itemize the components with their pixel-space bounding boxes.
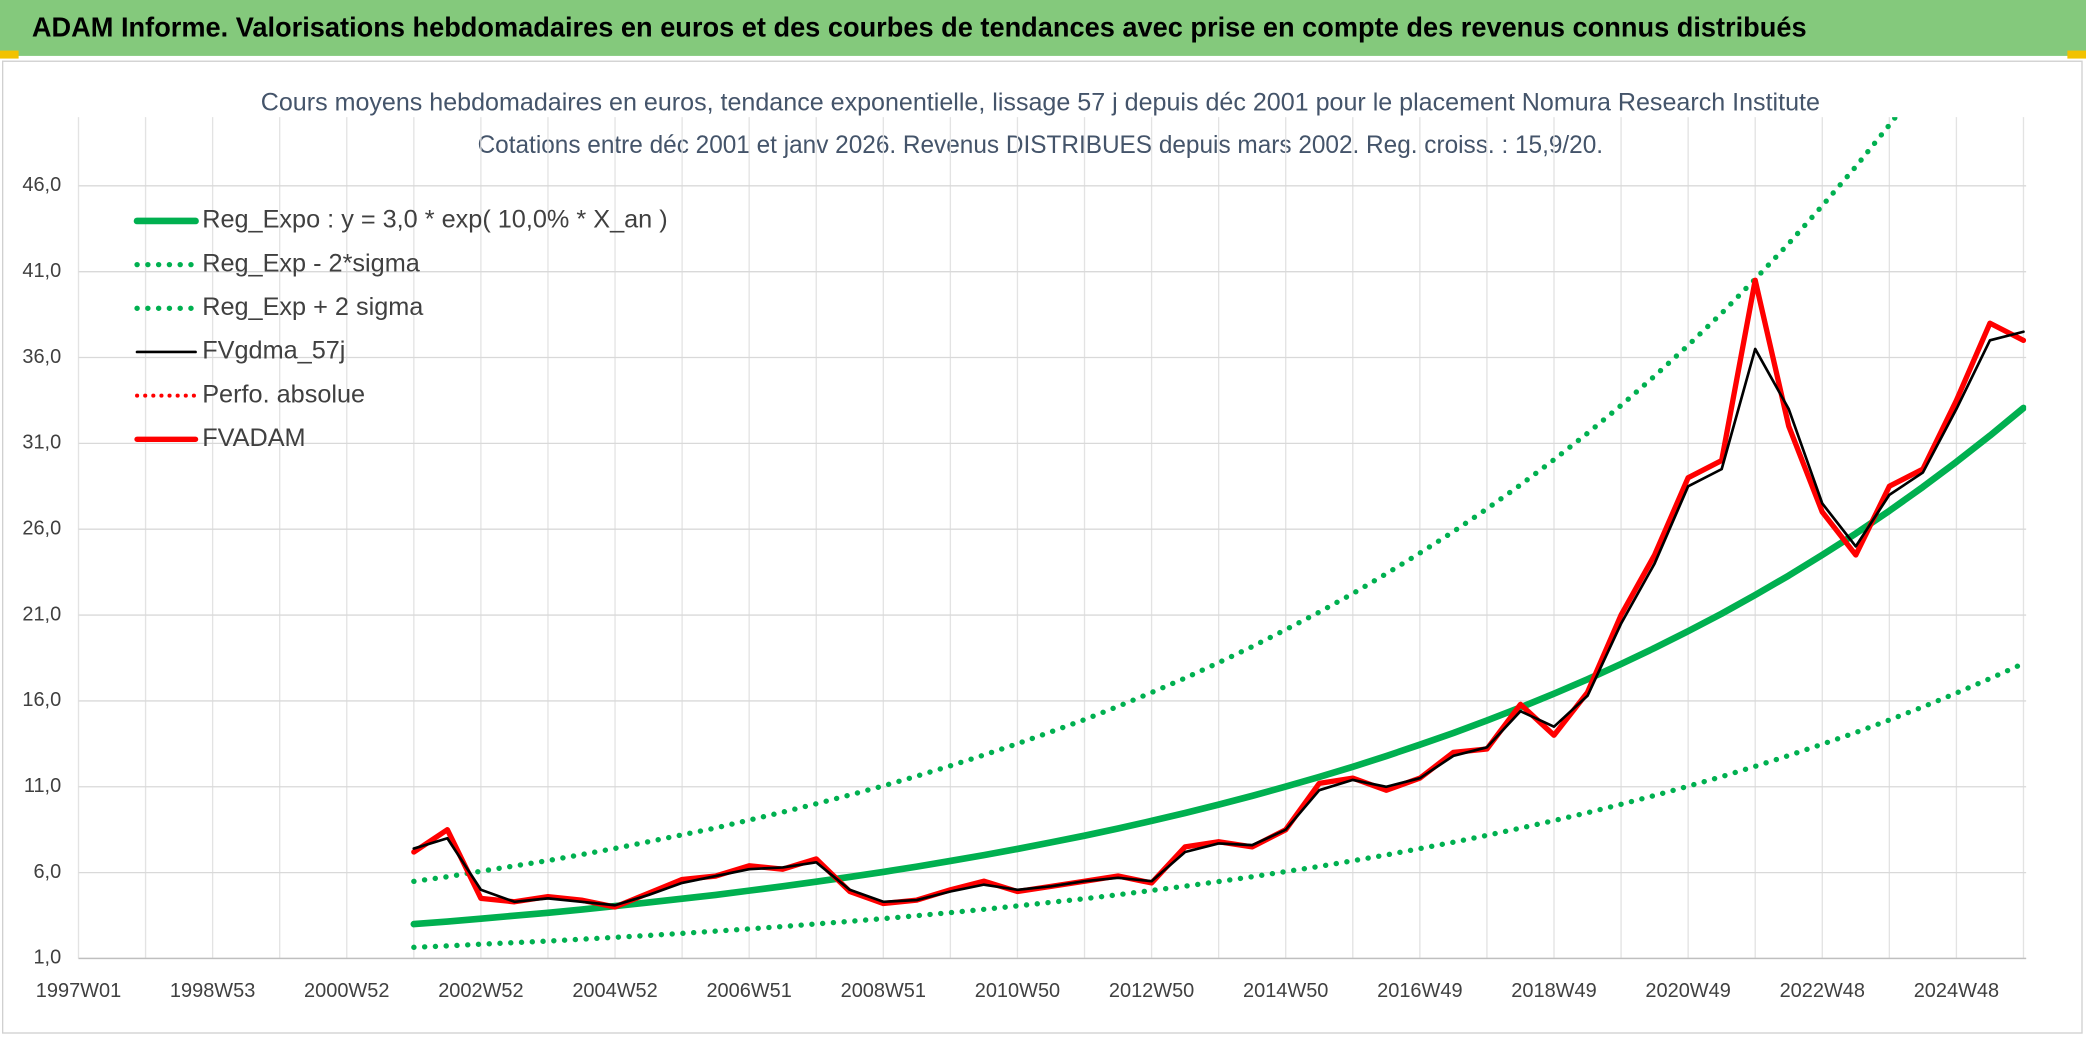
legend-label: Reg_Exp - 2*sigma bbox=[202, 249, 421, 277]
y-tick-label: 16,0 bbox=[22, 689, 61, 711]
y-tick-label: 26,0 bbox=[22, 517, 61, 539]
chart-subtitle: Cotations entre déc 2001 et janv 2026. R… bbox=[478, 131, 1603, 159]
y-tick-label: 1,0 bbox=[33, 947, 61, 969]
series-line bbox=[410, 404, 2027, 928]
legend-label: FVgdma_57j bbox=[202, 337, 345, 365]
y-tick-label: 21,0 bbox=[22, 603, 61, 625]
x-tick-label: 2004W52 bbox=[572, 980, 657, 1002]
x-tick-label: 2024W48 bbox=[1914, 980, 1999, 1002]
x-tick-label: 2010W50 bbox=[975, 980, 1060, 1002]
x-tick-label: 2012W50 bbox=[1109, 980, 1194, 1002]
x-tick-label: 2020W49 bbox=[1645, 980, 1730, 1002]
y-tick-label: 36,0 bbox=[22, 346, 61, 368]
x-tick-label: 2022W48 bbox=[1780, 980, 1865, 1002]
x-tick-label: 2008W51 bbox=[841, 980, 926, 1002]
x-tick-label: 2006W51 bbox=[706, 980, 791, 1002]
x-tick-label: 2018W49 bbox=[1511, 980, 1596, 1002]
y-tick-label: 6,0 bbox=[33, 861, 61, 883]
y-tick-label: 11,0 bbox=[24, 775, 61, 797]
series-line bbox=[412, 330, 2025, 907]
chart-title: Cours moyens hebdomadaires en euros, ten… bbox=[261, 89, 1820, 117]
corner-mark bbox=[0, 50, 19, 59]
series-line bbox=[411, 278, 2026, 909]
y-tick-label: 41,0 bbox=[22, 260, 61, 282]
header-title: ADAM Informe. Valorisations hebdomadaire… bbox=[32, 12, 1807, 43]
legend-label: Reg_Expo : y = 3,0 * exp( 10,0% * X_an ) bbox=[202, 206, 667, 234]
series-line bbox=[411, 660, 2027, 950]
y-tick-label: 31,0 bbox=[22, 432, 61, 454]
legend-label: FVADAM bbox=[202, 424, 305, 452]
corner-mark bbox=[2067, 50, 2086, 59]
legend-label: Perfo. absolue bbox=[202, 380, 365, 408]
x-tick-label: 1997W01 bbox=[36, 980, 121, 1002]
x-tick-label: 1998W53 bbox=[170, 980, 255, 1002]
y-tick-label: 46,0 bbox=[22, 174, 61, 196]
x-tick-label: 2000W52 bbox=[304, 980, 389, 1002]
x-tick-label: 2016W49 bbox=[1377, 980, 1462, 1002]
chart-border bbox=[1, 60, 2083, 1034]
header-band bbox=[0, 0, 2086, 56]
x-tick-label: 2014W50 bbox=[1243, 980, 1328, 1002]
x-tick-label: 2002W52 bbox=[438, 980, 523, 1002]
legend-label: Reg_Exp + 2 sigma bbox=[202, 293, 424, 321]
